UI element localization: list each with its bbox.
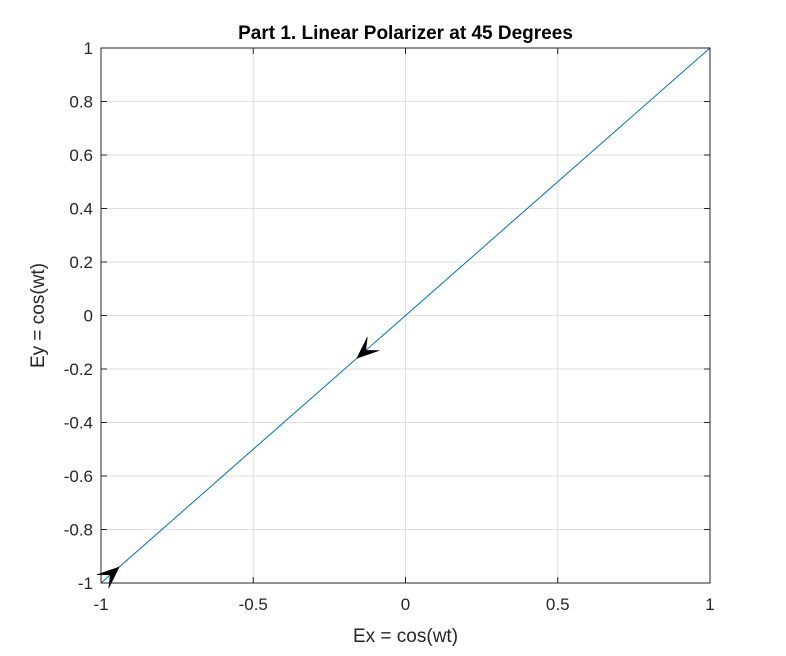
y-tick-label: 1 bbox=[84, 39, 93, 58]
series-line bbox=[100, 47, 711, 584]
y-tick-label: -0.2 bbox=[64, 360, 93, 379]
series-layer bbox=[100, 47, 711, 584]
grid bbox=[101, 48, 710, 583]
y-tick-label: 0 bbox=[84, 307, 93, 326]
x-tick-labels: -1 -0.5 0 0.5 1 bbox=[93, 595, 714, 614]
x-tick-label: -1 bbox=[93, 595, 108, 614]
direction-arrowhead bbox=[96, 566, 120, 589]
y-tick-label: 0.6 bbox=[69, 146, 93, 165]
chart-title: Part 1. Linear Polarizer at 45 Degrees bbox=[238, 23, 573, 44]
y-tick-label: 0.2 bbox=[69, 253, 93, 272]
x-tick-label: -0.5 bbox=[239, 595, 268, 614]
x-tick-label: 0.5 bbox=[546, 595, 570, 614]
y-tick-label: 0.4 bbox=[69, 200, 93, 219]
y-tick-label: -0.6 bbox=[64, 467, 93, 486]
y-tick-label: -0.4 bbox=[64, 414, 93, 433]
y-axis-label: Ey = cos(wt) bbox=[28, 263, 49, 368]
x-axis-label: Ex = cos(wt) bbox=[353, 626, 458, 647]
tick-marks bbox=[100, 47, 711, 584]
x-tick-label: 0 bbox=[401, 595, 410, 614]
y-tick-label: 0.8 bbox=[69, 93, 93, 112]
y-tick-labels: -1 -0.8 -0.6 -0.4 -0.2 0 0.2 0.4 0.6 0.8 1 bbox=[64, 39, 93, 593]
y-tick-label: -1 bbox=[78, 574, 93, 593]
x-tick-label: 1 bbox=[705, 595, 714, 614]
y-tick-label: -0.8 bbox=[64, 521, 93, 540]
arrow-layer bbox=[96, 336, 380, 589]
direction-arrowhead bbox=[356, 336, 380, 359]
